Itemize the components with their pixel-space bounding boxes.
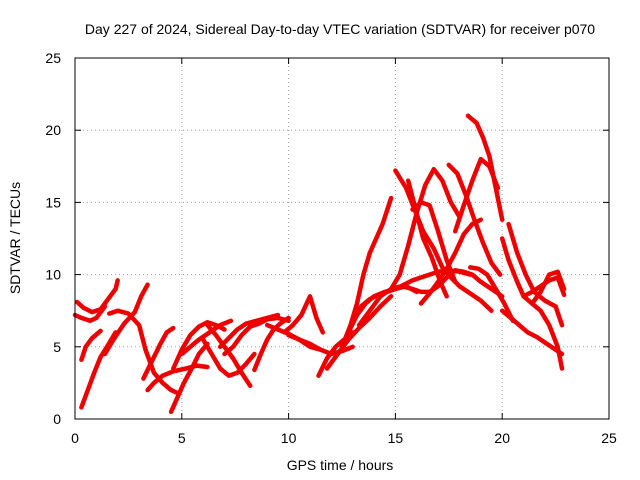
series-track-35 [499,308,565,357]
series-track-10 [171,320,227,371]
series-track-03 [79,328,103,363]
series-track-34 [467,265,516,324]
y-tick-label: 0 [53,411,61,427]
x-tick-label: 5 [178,430,186,446]
y-tick-labels: 0 5 10 15 20 25 [45,50,61,427]
series-track-07 [141,325,176,381]
series-track-01 [72,304,108,324]
y-tick-label: 25 [45,50,61,66]
series-track-06 [106,308,180,396]
y-axis-label: SDTVAR / TECUs [7,182,23,294]
y-tick-label: 15 [45,194,61,210]
x-tick-labels: 0 5 10 15 20 25 [71,430,617,446]
series-track-02 [74,278,120,315]
plot-series [72,113,567,415]
series-track-12 [200,337,257,378]
series-track-22 [339,195,394,350]
series-track-21 [324,294,394,371]
x-tick-label: 25 [601,430,617,446]
x-axis-label: GPS time / hours [287,457,394,473]
series-track-18 [282,294,326,335]
chart-title: Day 227 of 2024, Sidereal Day-to-day VTE… [85,21,595,37]
series-track-30 [418,217,484,306]
x-tick-label: 0 [71,430,79,446]
series-track-25 [356,268,505,328]
plot-frame [74,57,610,420]
series-track-33 [465,113,505,222]
grid [75,58,609,419]
series-track-31 [446,162,503,277]
series-track-39 [529,269,567,306]
series-track-08 [145,363,210,393]
x-tick-label: 20 [494,430,510,446]
series-track-09 [168,341,210,415]
y-tick-label: 10 [45,267,61,283]
series-track-16 [252,315,291,373]
x-tick-label: 10 [281,430,297,446]
series-track-11 [179,318,234,357]
series-track-15 [222,315,291,357]
y-tick-label: 20 [45,122,61,138]
series-track-27 [388,166,462,292]
x-tick-label: 15 [388,430,404,446]
y-tick-label: 5 [53,339,61,355]
axis-ticks [74,57,610,420]
